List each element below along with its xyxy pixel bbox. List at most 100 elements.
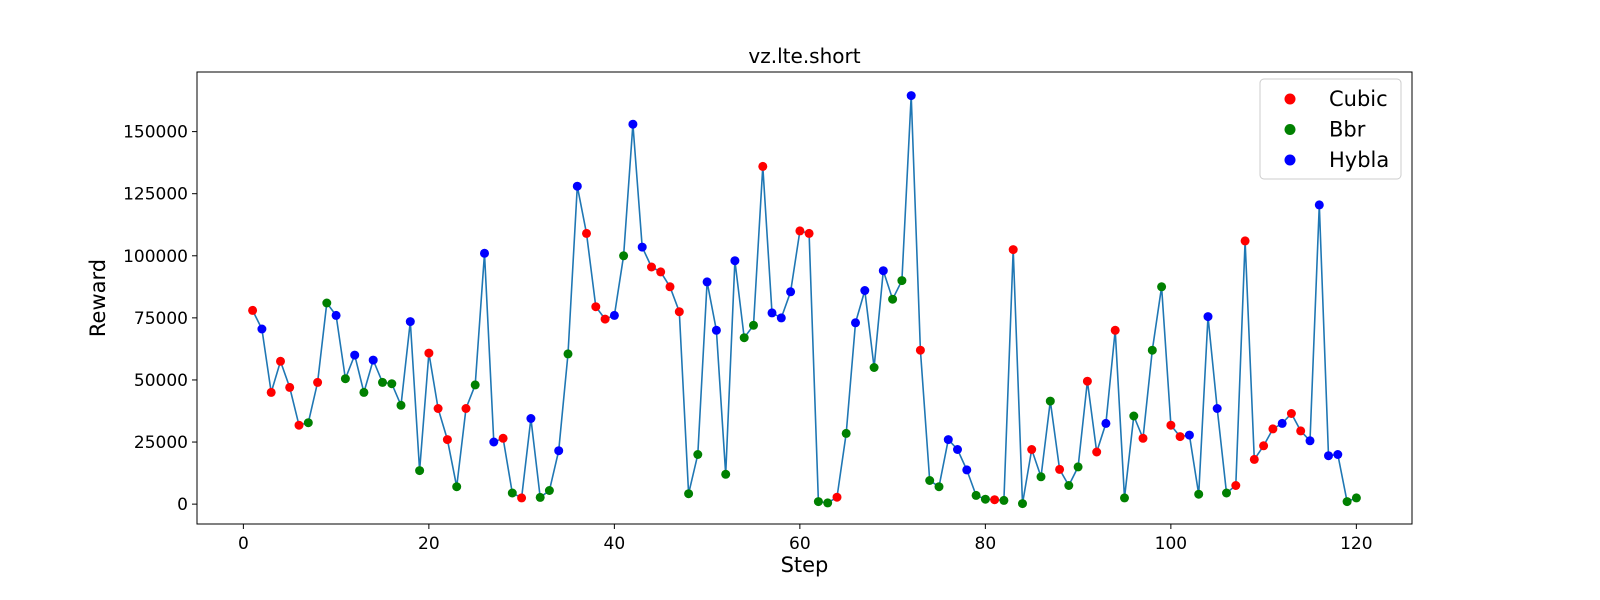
point-bbr <box>619 251 629 261</box>
point-bbr <box>563 349 573 359</box>
point-bbr <box>1342 497 1352 507</box>
x-tick-label: 0 <box>238 534 249 554</box>
point-cubic <box>1231 481 1241 490</box>
point-cubic <box>915 345 925 355</box>
point-bbr <box>1351 493 1361 503</box>
point-hybla <box>878 266 888 276</box>
point-hybla <box>368 355 378 365</box>
point-cubic <box>1240 236 1250 246</box>
point-cubic <box>832 492 842 502</box>
point-cubic <box>1249 454 1259 464</box>
point-bbr <box>340 374 350 384</box>
point-hybla <box>1277 418 1287 428</box>
point-cubic <box>804 228 814 238</box>
point-bbr <box>359 387 369 397</box>
point-bbr <box>888 294 898 304</box>
point-bbr <box>684 489 694 499</box>
point-bbr <box>1147 345 1157 355</box>
point-hybla <box>554 446 564 456</box>
point-bbr <box>452 482 462 492</box>
point-hybla <box>730 256 740 266</box>
point-hybla <box>609 310 619 320</box>
y-tick-label: 50000 <box>134 371 188 391</box>
y-axis-ticks: 0 25000 50000 75000 100000 125000 150000 <box>123 123 197 515</box>
point-cubic <box>442 435 452 445</box>
x-tick-label: 40 <box>604 534 626 554</box>
point-hybla <box>572 181 582 191</box>
y-tick-label: 75000 <box>134 309 188 329</box>
point-cubic <box>1268 424 1278 434</box>
legend-label-hybla: Hybla <box>1329 148 1389 172</box>
point-cubic <box>647 262 656 272</box>
point-cubic <box>1082 376 1092 386</box>
point-cubic <box>795 226 805 236</box>
point-cubic <box>1296 426 1306 436</box>
point-bbr <box>415 466 425 476</box>
point-hybla <box>860 286 870 295</box>
point-cubic <box>665 282 675 292</box>
point-hybla <box>526 414 536 423</box>
legend-marker-cubic <box>1284 93 1296 105</box>
x-tick-label: 100 <box>1155 534 1187 554</box>
point-hybla <box>257 324 267 334</box>
point-bbr <box>1194 489 1204 499</box>
point-cubic <box>582 228 591 238</box>
legend-marker-hybla <box>1284 154 1296 166</box>
point-bbr <box>934 482 944 492</box>
point-bbr <box>1045 396 1055 406</box>
point-bbr <box>813 497 823 507</box>
point-cubic <box>1008 245 1018 255</box>
point-hybla <box>1203 312 1213 322</box>
point-bbr <box>721 469 731 479</box>
point-cubic <box>285 382 295 392</box>
point-cubic <box>517 493 527 503</box>
point-bbr <box>897 276 907 286</box>
point-cubic <box>1092 447 1102 457</box>
x-axis-ticks: 0 20 40 60 80 100 120 <box>238 524 1373 554</box>
point-hybla <box>489 437 499 447</box>
y-tick-label: 100000 <box>123 247 188 267</box>
chart-title: vz.lte.short <box>748 44 860 68</box>
point-cubic <box>498 433 508 443</box>
point-bbr <box>1036 472 1046 482</box>
point-hybla <box>776 313 786 323</box>
point-bbr <box>739 333 749 343</box>
point-cubic <box>758 161 768 171</box>
point-hybla <box>1305 436 1315 446</box>
point-cubic <box>674 307 684 317</box>
point-cubic <box>1027 445 1037 454</box>
point-cubic <box>591 302 601 312</box>
point-bbr <box>971 490 981 500</box>
point-hybla <box>962 465 972 475</box>
y-tick-label: 125000 <box>123 185 188 205</box>
point-bbr <box>980 494 990 504</box>
y-tick-label: 150000 <box>123 123 188 143</box>
point-bbr <box>1129 411 1139 421</box>
point-hybla <box>943 435 953 445</box>
point-cubic <box>294 420 304 430</box>
point-hybla <box>1101 418 1111 428</box>
legend-marker-bbr <box>1284 124 1296 135</box>
point-cubic <box>1175 432 1185 442</box>
legend-box <box>1259 78 1402 180</box>
point-hybla <box>1324 451 1333 461</box>
point-bbr <box>303 418 313 428</box>
point-cubic <box>248 305 258 315</box>
point-hybla <box>851 318 860 328</box>
point-cubic <box>266 387 276 397</box>
point-bbr <box>322 298 332 308</box>
point-cubic <box>1138 433 1148 443</box>
point-bbr <box>470 380 480 390</box>
legend-label-bbr: Bbr <box>1329 118 1366 142</box>
point-bbr <box>544 486 554 495</box>
point-hybla <box>331 310 341 320</box>
point-hybla <box>405 317 415 327</box>
x-tick-label: 20 <box>418 534 440 554</box>
point-bbr <box>1073 462 1083 472</box>
point-cubic <box>424 348 434 358</box>
point-bbr <box>823 498 833 508</box>
point-bbr <box>1120 493 1129 503</box>
point-bbr <box>749 320 758 330</box>
y-tick-label: 25000 <box>134 433 188 453</box>
point-cubic <box>600 314 610 324</box>
